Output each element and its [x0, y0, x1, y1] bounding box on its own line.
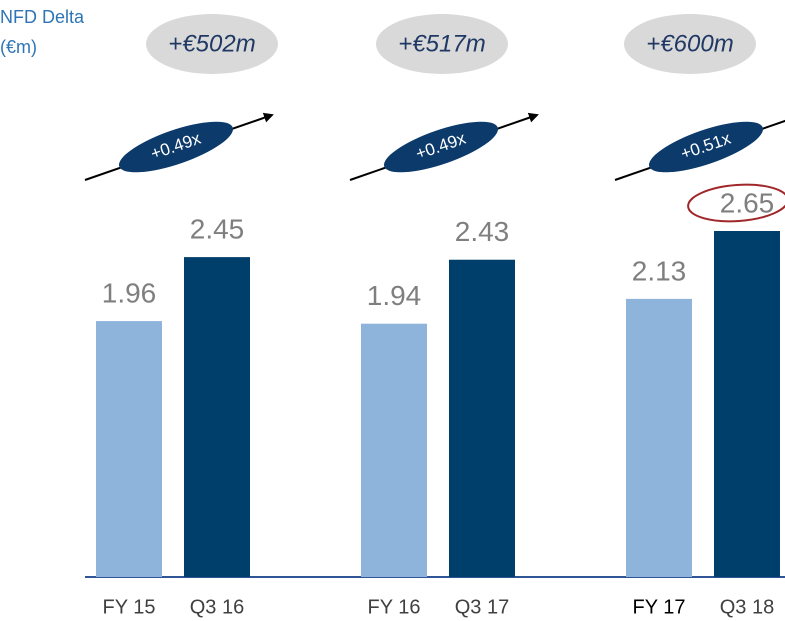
axis-label: (€m): [0, 37, 37, 57]
x-tick-label: Q3 18: [720, 596, 774, 618]
delta-bubble: [624, 14, 756, 74]
x-tick-label: FY 17: [633, 596, 686, 618]
x-tick-label: FY 16: [368, 596, 421, 618]
delta-label: +€502m: [168, 30, 255, 57]
delta-bubble: [146, 14, 278, 74]
x-tick-label: Q3 17: [455, 596, 509, 618]
bar: [449, 259, 515, 577]
value-label: 1.96: [102, 277, 157, 308]
bar: [714, 231, 780, 577]
multiple-bubble: [648, 121, 764, 173]
delta-label: +€600m: [646, 30, 733, 57]
value-label: 2.65: [720, 187, 775, 218]
axis-label: NFD Delta: [0, 7, 85, 27]
value-label: 2.45: [190, 214, 245, 245]
delta-bubble: [376, 14, 508, 74]
bar: [626, 298, 692, 577]
x-tick-label: FY 15: [103, 596, 156, 618]
multiple-bubble: [118, 121, 234, 173]
bar: [361, 323, 427, 577]
value-label: 2.13: [632, 255, 687, 286]
x-tick-label: Q3 16: [190, 596, 244, 618]
bar: [96, 321, 162, 577]
value-label: 2.43: [455, 216, 510, 247]
multiple-bubble: [383, 121, 499, 173]
bar: [184, 257, 250, 577]
highlight-circle: [687, 183, 785, 223]
value-label: 1.94: [367, 280, 422, 311]
delta-label: +€517m: [398, 30, 485, 57]
